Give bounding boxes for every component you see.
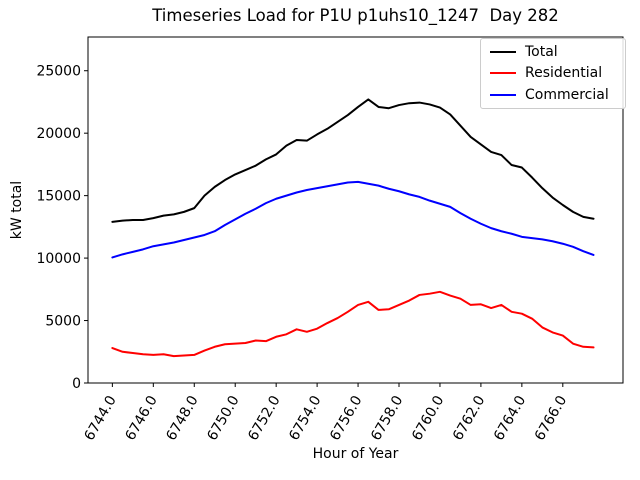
x-tick-label: 6748.0 — [163, 393, 201, 443]
legend-label-commercial: Commercial — [525, 87, 609, 104]
y-tick-label: 10000 — [36, 251, 81, 267]
y-tick-label: 5000 — [45, 314, 81, 330]
legend-label-total: Total — [525, 43, 558, 60]
legend-line-residential-icon — [490, 72, 516, 75]
legend-entry-total: Total — [481, 45, 625, 59]
x-tick-label: 6758.0 — [368, 393, 406, 443]
series-line-commercial — [111, 180, 595, 259]
legend-label-residential: Residential — [525, 65, 603, 82]
x-tick-label: 6750.0 — [204, 393, 242, 443]
series-line-residential — [111, 290, 595, 358]
x-tick-label: 6756.0 — [327, 393, 365, 443]
y-tick-label: 0 — [72, 376, 81, 392]
legend-line-total-icon — [490, 50, 516, 53]
x-tick-label: 6760.0 — [409, 393, 447, 443]
y-tick-label: 25000 — [36, 64, 81, 80]
x-tick-label: 6762.0 — [450, 393, 488, 443]
x-tick-label: 6764.0 — [491, 393, 529, 443]
y-tick-label: 15000 — [36, 189, 81, 205]
x-axis-label: Hour of Year — [312, 446, 399, 462]
x-tick-label: 6746.0 — [122, 393, 160, 443]
legend-entry-residential: Residential — [481, 66, 625, 80]
series-line-total — [111, 98, 595, 223]
legend: Total Residential Commercial — [480, 38, 626, 109]
legend-line-commercial-icon — [490, 94, 516, 97]
legend-entry-commercial: Commercial — [481, 88, 625, 102]
x-tick-label: 6752.0 — [245, 393, 283, 443]
x-tick-label: 6744.0 — [81, 393, 119, 443]
x-tick-label: 6766.0 — [532, 393, 570, 443]
y-tick-label: 20000 — [36, 126, 81, 142]
axes-frame — [87, 36, 624, 384]
x-tick-label: 6754.0 — [286, 393, 324, 443]
chart-title: Timeseries Load for P1U p1uhs10_1247 Day… — [152, 6, 559, 25]
